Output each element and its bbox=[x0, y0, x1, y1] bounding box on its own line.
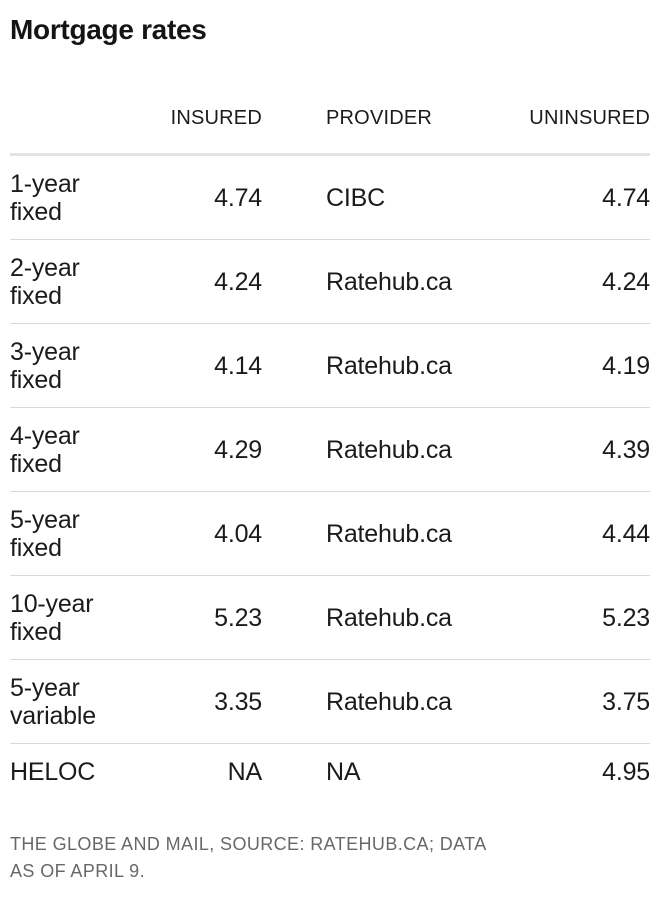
uninsured-rate-cell: 4.39 bbox=[502, 407, 650, 492]
insured-rate-cell: 5.23 bbox=[160, 575, 262, 660]
term-cell: 4-year fixed bbox=[10, 407, 160, 492]
provider-cell: Ratehub.ca bbox=[262, 575, 502, 660]
page-title: Mortgage rates bbox=[10, 14, 207, 45]
table-row: 4-year fixed 4.29 Ratehub.ca 4.39 bbox=[10, 407, 650, 492]
provider-cell: Ratehub.ca bbox=[262, 239, 502, 324]
uninsured-rate-cell: 5.23 bbox=[502, 575, 650, 660]
insured-rate-cell: NA bbox=[227, 758, 263, 786]
column-header-provider: PROVIDER bbox=[262, 48, 502, 156]
table-row: 2-year fixed 4.24 Ratehub.ca 4.24 bbox=[10, 239, 650, 324]
mortgage-rates-table: INSURED PROVIDER UNINSURED 1-year fixed … bbox=[10, 48, 650, 799]
term-cell: 2-year fixed bbox=[10, 239, 160, 324]
mortgage-rates-card: Mortgage rates INSURED PROVIDER UNINSURE… bbox=[0, 12, 660, 885]
source-credit: THE GLOBE AND MAIL, SOURCE: RATEHUB.CA; … bbox=[10, 834, 487, 881]
uninsured-rate-cell: 4.74 bbox=[502, 154, 650, 240]
provider-cell: Ratehub.ca bbox=[262, 323, 502, 408]
insured-rate-cell: 4.14 bbox=[160, 323, 262, 408]
table-header-row: INSURED PROVIDER UNINSURED bbox=[10, 48, 650, 156]
provider-cell: Ratehub.ca bbox=[262, 659, 502, 744]
table-row: 3-year fixed 4.14 Ratehub.ca 4.19 bbox=[10, 323, 650, 408]
provider-cell: Ratehub.ca bbox=[262, 491, 502, 576]
column-header-uninsured: UNINSURED bbox=[502, 48, 650, 156]
table-row: 5-year variable 3.35 Ratehub.ca 3.75 bbox=[10, 659, 650, 744]
insured-rate-cell: 4.74 bbox=[160, 154, 262, 240]
table-row: HELOC NA NA 4.95 bbox=[10, 744, 650, 800]
uninsured-rate-cell: 4.95 bbox=[602, 758, 650, 786]
column-header-insured: INSURED bbox=[160, 48, 262, 156]
provider-cell: NA bbox=[326, 758, 361, 786]
term-cell: 3-year fixed bbox=[10, 323, 160, 408]
uninsured-rate-cell: 4.19 bbox=[502, 323, 650, 408]
column-header-term bbox=[10, 48, 160, 156]
term-cell: 1-year fixed bbox=[10, 154, 160, 240]
uninsured-rate-cell: 3.75 bbox=[502, 659, 650, 744]
insured-rate-cell: 4.24 bbox=[160, 239, 262, 324]
insured-rate-cell: 4.29 bbox=[160, 407, 262, 492]
table-row: 1-year fixed 4.74 CIBC 4.74 bbox=[10, 154, 650, 240]
term-cell: 5-year variable bbox=[10, 659, 160, 744]
term-cell: 10-year fixed bbox=[10, 575, 160, 660]
provider-cell: CIBC bbox=[262, 154, 502, 240]
uninsured-rate-cell: 4.44 bbox=[502, 491, 650, 576]
term-cell: HELOC bbox=[10, 758, 96, 786]
provider-cell: Ratehub.ca bbox=[262, 407, 502, 492]
uninsured-rate-cell: 4.24 bbox=[502, 239, 650, 324]
term-cell: 5-year fixed bbox=[10, 491, 160, 576]
insured-rate-cell: 4.04 bbox=[160, 491, 262, 576]
table-row: 5-year fixed 4.04 Ratehub.ca 4.44 bbox=[10, 491, 650, 576]
table-row: 10-year fixed 5.23 Ratehub.ca 5.23 bbox=[10, 575, 650, 660]
insured-rate-cell: 3.35 bbox=[160, 659, 262, 744]
